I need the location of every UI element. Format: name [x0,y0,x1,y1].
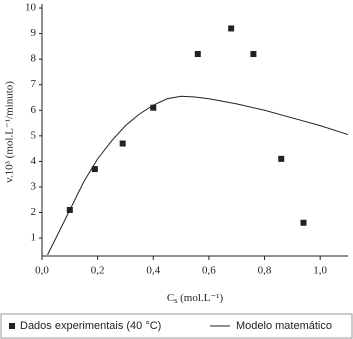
x-label-part: C [167,292,174,304]
y-tick-label: 10 [25,2,37,14]
data-point [250,51,257,58]
legend-label: Dados experimentais (40 °C) [20,320,161,332]
x-tick-label: 0,0 [35,265,49,277]
x-label-sub: s [174,296,177,305]
x-tick-label: 0,8 [258,265,272,277]
legend-label: Modelo matemático [236,320,332,332]
y-tick-label: 6 [31,104,37,116]
y-tick-label: 2 [31,206,37,218]
y-tick-label: 7 [31,78,37,90]
x-tick-label: 1,0 [313,265,327,277]
data-point [278,155,285,162]
y-axis-label: v.10³ (mol.L⁻¹/minuto) [4,81,16,183]
legend-box [0,313,353,339]
data-point [228,25,235,32]
x-axis-label: Cs (mol.L⁻¹) [167,292,224,305]
data-point [194,51,201,58]
data-point [150,104,157,111]
legend-marker [9,323,15,329]
x-label-part: (mol.L⁻¹) [177,292,223,304]
x-tick-label: 0,4 [146,265,160,277]
x-tick-label: 0,2 [91,265,105,277]
y-tick-label: 1 [31,232,37,244]
y-tick-label: 8 [31,53,37,65]
model-line [47,95,349,255]
y-tick-label: 5 [31,129,37,141]
data-point [91,166,98,173]
y-tick-label: 3 [31,181,37,193]
y-tick-label: 9 [31,27,37,39]
data-point [300,219,307,226]
y-tick-label: 4 [31,155,37,167]
x-tick-label: 0,6 [202,265,216,277]
data-point [119,140,126,147]
